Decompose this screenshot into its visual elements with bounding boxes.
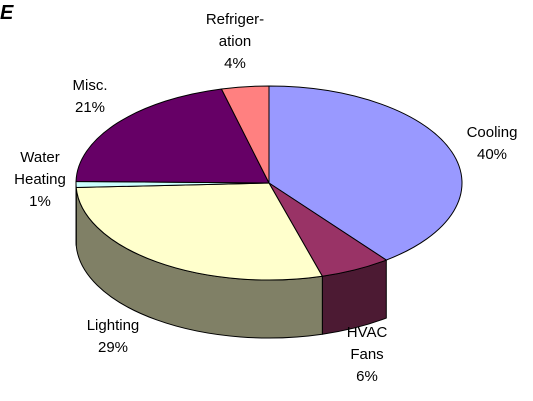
data-label-line: ation [219, 33, 252, 50]
data-label-refrigeration: Refriger-ation 4% [206, 11, 264, 72]
data-label-line: Heating [14, 171, 66, 188]
data-label-line: 29% [98, 339, 128, 356]
corner-letter: E [0, 2, 14, 24]
data-label-line: Refriger- [206, 11, 264, 28]
data-label-line: Fans [350, 346, 383, 363]
pie-slices [75, 85, 463, 281]
data-label-line: 40% [477, 146, 507, 163]
data-label-line: Lighting [87, 317, 140, 334]
data-label-hvac-fans: HVAC Fans 6% [347, 324, 388, 385]
data-label-line: HVAC [347, 324, 388, 341]
pie-slice-cooling [268, 85, 463, 261]
pie-slice-refrigeration [220, 85, 270, 184]
data-label-line: 1% [29, 193, 51, 210]
data-label-line: 6% [356, 368, 378, 385]
data-label-cooling: Cooling 40% [467, 124, 518, 163]
data-label-line: 4% [224, 55, 246, 72]
data-label-misc: Misc. 21% [73, 77, 108, 116]
data-label-line: Misc. [73, 77, 108, 94]
data-label-line: Cooling [467, 124, 518, 141]
pie-slice-misc [75, 88, 270, 184]
data-label-line: Water [20, 149, 59, 166]
data-label-lighting: Lighting 29% [87, 317, 140, 356]
data-label-line: 21% [75, 99, 105, 116]
data-label-water-heating: Water Heating 1% [14, 149, 66, 210]
pie-labels: Cooling 40% HVAC Fans 6% Lighting 29% Water Heat… [14, 11, 517, 385]
pie-slice-lighting [75, 182, 324, 281]
